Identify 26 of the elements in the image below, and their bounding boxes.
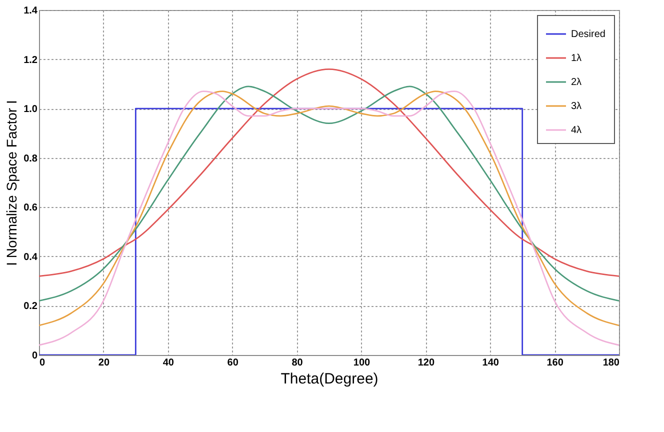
x-tick-label: 0: [40, 358, 46, 368]
y-tick-label: 0.8: [24, 153, 38, 164]
legend-label: 3λ: [571, 101, 582, 112]
y-tick-label: 0.4: [24, 252, 38, 263]
x-tick-label: 100: [353, 358, 370, 368]
y-tick-label: 1.2: [24, 54, 38, 66]
x-tick-label: 180: [602, 358, 620, 368]
x-tick-label: 120: [418, 358, 435, 368]
legend-label: 4λ: [571, 125, 582, 136]
y-tick-label: 1.4: [24, 6, 38, 16]
x-tick-label: 160: [546, 358, 564, 368]
y-axis-title: I Normalize Space Factor I: [4, 100, 20, 266]
y-tick-label: 0.6: [24, 202, 38, 214]
legend-label: Desired: [571, 29, 606, 40]
x-tick-label: 60: [227, 358, 239, 368]
y-tick-label: 0.2: [24, 301, 38, 312]
x-tick-label: 20: [98, 358, 110, 368]
line-series: [39, 68, 619, 277]
y-tick-label: 1.0: [24, 104, 38, 116]
x-tick-label: 80: [292, 358, 304, 368]
x-tick-label: 140: [482, 358, 500, 368]
x-tick-label: 40: [162, 358, 174, 368]
legend-label: 1λ: [571, 53, 582, 64]
y-tick-label: 0: [32, 350, 38, 362]
x-axis-title: Theta(Degree): [280, 370, 378, 388]
legend-label: 2λ: [571, 77, 582, 88]
